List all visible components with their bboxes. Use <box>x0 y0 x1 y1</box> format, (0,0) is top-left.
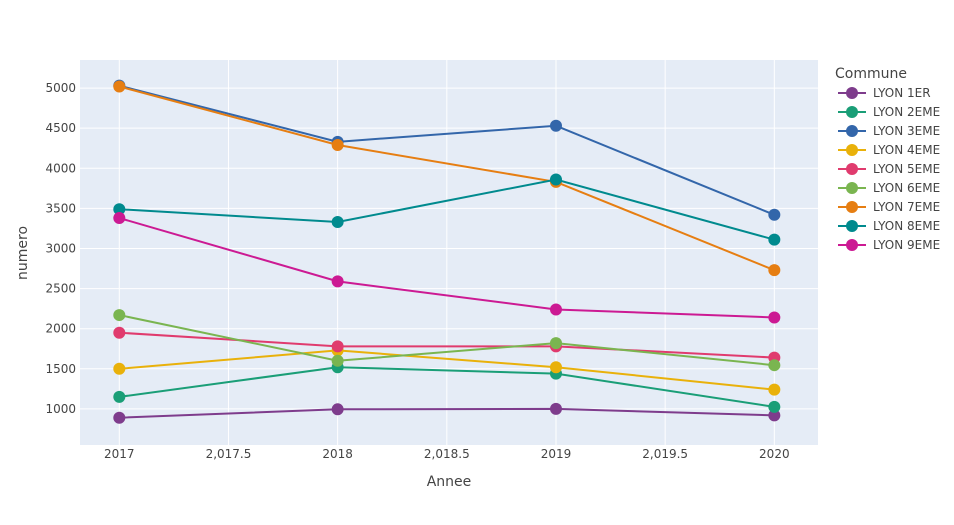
legend-marker-swatch <box>846 220 858 232</box>
legend-marker-swatch <box>846 106 858 118</box>
data-point <box>113 411 126 424</box>
legend-marker-swatch <box>846 201 858 213</box>
y-tick-label: 3000 <box>45 241 76 255</box>
legend-marker-swatch <box>846 125 858 137</box>
legend-label: LYON 2EME <box>873 105 940 119</box>
data-point <box>768 208 781 221</box>
legend-item[interactable]: LYON 3EME <box>838 124 940 138</box>
data-point <box>768 383 781 396</box>
data-point <box>331 139 344 152</box>
series-line <box>119 331 775 359</box>
x-tick-label: 2019 <box>541 447 572 461</box>
series-lyon-1er <box>113 402 781 424</box>
data-point <box>113 80 126 93</box>
tick-labels: 2017 2,017.5 2018 2,018.5 2019 2,019.5 2020 100… <box>45 81 789 461</box>
series-line <box>119 349 775 391</box>
series-line <box>119 366 775 408</box>
legend-marker-swatch <box>846 182 858 194</box>
series-line <box>119 178 775 241</box>
y-tick-label: 5000 <box>45 81 76 95</box>
data-point <box>549 173 562 186</box>
series-line <box>119 217 775 319</box>
series-lines <box>113 79 781 424</box>
data-point <box>768 264 781 277</box>
legend-item[interactable]: LYON 9EME <box>838 238 940 252</box>
x-tick-label: 2,017.5 <box>206 447 252 461</box>
data-point <box>768 359 781 372</box>
legend-item[interactable]: LYON 1ER <box>838 86 931 100</box>
y-tick-label: 2500 <box>45 282 76 296</box>
legend-marker-swatch <box>846 239 858 251</box>
data-point <box>549 119 562 132</box>
series-line <box>119 84 775 216</box>
legend-label: LYON 7EME <box>873 200 940 214</box>
x-tick-label: 2,019.5 <box>642 447 688 461</box>
legend-item[interactable]: LYON 2EME <box>838 105 940 119</box>
legend-label: LYON 5EME <box>873 162 940 176</box>
data-point <box>549 303 562 316</box>
series-lyon-6eme <box>113 309 781 372</box>
legend-item[interactable]: LYON 4EME <box>838 143 940 157</box>
data-point <box>113 309 126 322</box>
legend-label: LYON 9EME <box>873 238 940 252</box>
y-tick-label: 4500 <box>45 121 76 135</box>
data-point <box>113 326 126 339</box>
legend-marker-swatch <box>846 163 858 175</box>
series-lyon-8eme <box>113 173 781 246</box>
data-point <box>331 403 344 416</box>
x-tick-label: 2018 <box>322 447 353 461</box>
y-tick-label: 4000 <box>45 161 76 175</box>
y-tick-label: 3500 <box>45 201 76 215</box>
data-point <box>768 233 781 246</box>
legend-label: LYON 6EME <box>873 181 940 195</box>
data-point <box>331 275 344 288</box>
legend-marker-swatch <box>846 144 858 156</box>
legend-label: LYON 8EME <box>873 219 940 233</box>
data-point <box>113 203 126 216</box>
series-line <box>119 85 775 272</box>
data-point <box>331 340 344 353</box>
x-tick-label: 2,018.5 <box>424 447 470 461</box>
series-line <box>119 407 775 419</box>
legend-item[interactable]: LYON 8EME <box>838 219 940 233</box>
data-point <box>768 400 781 413</box>
data-point <box>768 311 781 324</box>
legend-title: Commune <box>835 66 907 82</box>
grid-lines <box>80 60 818 445</box>
data-point <box>113 362 126 375</box>
y-tick-label: 1500 <box>45 362 76 376</box>
series-line <box>119 314 775 367</box>
data-point <box>549 337 562 350</box>
y-axis-title: numero <box>15 226 31 280</box>
data-point <box>549 402 562 415</box>
data-point <box>549 361 562 374</box>
x-axis-title: Annee <box>427 474 472 490</box>
legend-item[interactable]: LYON 6EME <box>838 181 940 195</box>
x-tick-label: 2020 <box>759 447 790 461</box>
legend-marker-swatch <box>846 87 858 99</box>
y-tick-label: 1000 <box>45 402 76 416</box>
series-lyon-2eme <box>113 361 781 413</box>
legend-item[interactable]: LYON 5EME <box>838 162 940 176</box>
data-point <box>331 354 344 367</box>
legend-label: LYON 4EME <box>873 143 940 157</box>
series-lyon-9eme <box>113 212 781 324</box>
y-tick-label: 2000 <box>45 322 76 336</box>
data-point <box>331 216 344 229</box>
legend-label: LYON 1ER <box>873 86 931 100</box>
data-point <box>113 390 126 403</box>
data-point <box>768 409 781 422</box>
legend-item[interactable]: LYON 7EME <box>838 200 940 214</box>
legend-label: LYON 3EME <box>873 124 940 138</box>
data-point <box>113 212 126 225</box>
x-tick-label: 2017 <box>104 447 135 461</box>
legend[interactable]: Commune LYON 1ER LYON 2EME LYON 3EME LYON 4E… <box>835 66 940 252</box>
